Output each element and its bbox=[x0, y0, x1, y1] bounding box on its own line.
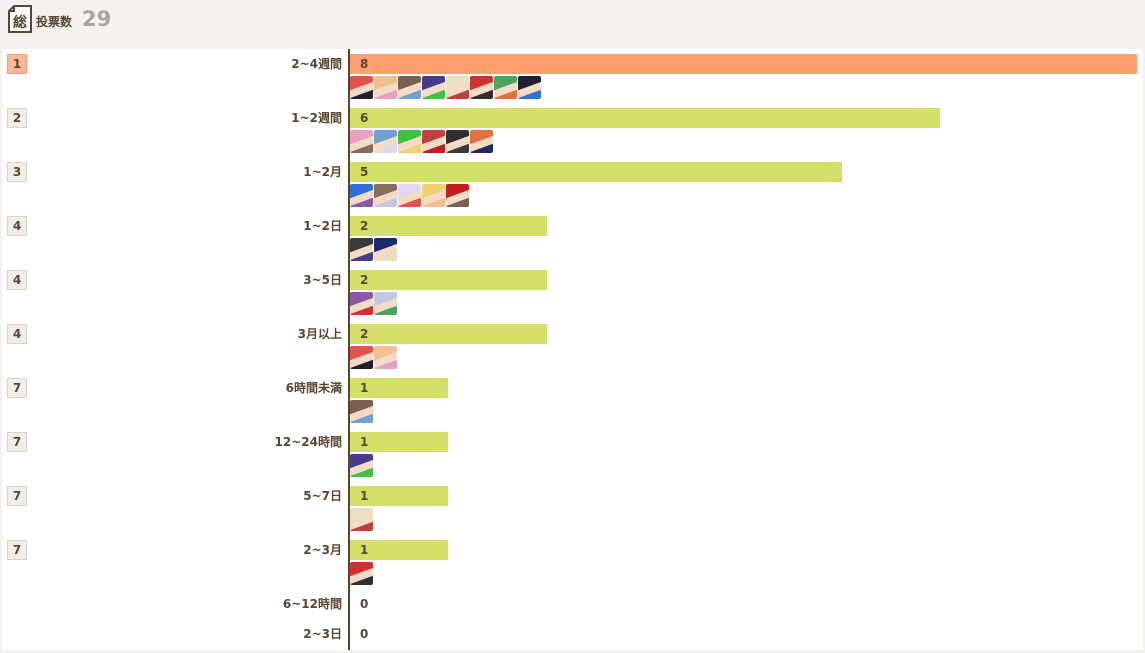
voter-avatar-icon[interactable] bbox=[374, 292, 397, 315]
chart-panel bbox=[2, 49, 1143, 650]
category-label: 6時間未満 bbox=[285, 381, 342, 395]
voter-avatar-icon[interactable] bbox=[350, 346, 373, 369]
voter-avatar-icon[interactable] bbox=[422, 76, 445, 99]
voter-avatar-icon[interactable] bbox=[350, 562, 373, 585]
rank-badge: 7 bbox=[7, 432, 27, 452]
voter-avatar-icon[interactable] bbox=[446, 184, 469, 207]
bar-value-label: 6 bbox=[360, 111, 369, 125]
bar-value-label: 1 bbox=[360, 489, 369, 503]
rank-badge: 7 bbox=[7, 378, 27, 398]
bar-value-label: 1 bbox=[360, 543, 369, 557]
bar-value-label: 0 bbox=[360, 597, 369, 611]
voter-avatar-icon[interactable] bbox=[422, 184, 445, 207]
category-label: 1~2週間 bbox=[291, 111, 342, 125]
bar[interactable] bbox=[350, 270, 547, 290]
bar-value-label: 1 bbox=[360, 435, 369, 449]
bar[interactable] bbox=[350, 540, 448, 560]
bar[interactable] bbox=[350, 324, 547, 344]
total-votes-label: 投票数 bbox=[36, 15, 73, 29]
voter-avatar-icon[interactable] bbox=[470, 130, 493, 153]
voter-avatar-icon[interactable] bbox=[470, 76, 493, 99]
voter-avatar-icon[interactable] bbox=[350, 76, 373, 99]
category-label: 2~3月 bbox=[303, 543, 342, 557]
voter-avatar-icon[interactable] bbox=[350, 400, 373, 423]
rank-badge: 4 bbox=[7, 216, 27, 236]
category-label: 3~5日 bbox=[303, 273, 342, 287]
rank-badge: 3 bbox=[7, 162, 27, 182]
voter-avatar-icon[interactable] bbox=[398, 130, 421, 153]
total-votes-value: 29 bbox=[82, 7, 112, 31]
category-label: 1~2月 bbox=[303, 165, 342, 179]
bar-value-label: 2 bbox=[360, 219, 369, 233]
chart-axis-line bbox=[348, 49, 350, 650]
voter-avatar-icon[interactable] bbox=[350, 508, 373, 531]
bar-value-label: 5 bbox=[360, 165, 369, 179]
category-label: 2~3日 bbox=[303, 627, 342, 641]
category-label: 1~2日 bbox=[303, 219, 342, 233]
rank-badge: 7 bbox=[7, 486, 27, 506]
rank-badge: 7 bbox=[7, 540, 27, 560]
rank-badge: 2 bbox=[7, 108, 27, 128]
voter-avatar-icon[interactable] bbox=[350, 184, 373, 207]
voter-avatar-icon[interactable] bbox=[446, 76, 469, 99]
bar-value-label: 2 bbox=[360, 273, 369, 287]
voter-avatar-icon[interactable] bbox=[374, 238, 397, 261]
bar[interactable] bbox=[350, 54, 1137, 74]
category-label: 6~12時間 bbox=[282, 597, 342, 611]
voter-avatar-icon[interactable] bbox=[398, 184, 421, 207]
bar[interactable] bbox=[350, 162, 842, 182]
voter-avatar-icon[interactable] bbox=[422, 130, 445, 153]
bar[interactable] bbox=[350, 216, 547, 236]
voter-avatar-icon[interactable] bbox=[374, 130, 397, 153]
voter-avatar-icon[interactable] bbox=[398, 76, 421, 99]
voter-avatar-icon[interactable] bbox=[350, 238, 373, 261]
header: 総 投票数 29 bbox=[0, 0, 1145, 46]
voter-avatar-icon[interactable] bbox=[446, 130, 469, 153]
bar[interactable] bbox=[350, 486, 448, 506]
voter-avatar-icon[interactable] bbox=[350, 130, 373, 153]
voter-avatar-icon[interactable] bbox=[518, 76, 541, 99]
bar-value-label: 0 bbox=[360, 627, 369, 641]
total-icon-char: 総 bbox=[13, 14, 27, 31]
bar[interactable] bbox=[350, 378, 448, 398]
voter-avatar-icon[interactable] bbox=[350, 292, 373, 315]
voter-avatar-icon[interactable] bbox=[374, 346, 397, 369]
bar[interactable] bbox=[350, 108, 940, 128]
rank-badge: 4 bbox=[7, 270, 27, 290]
total-votes-icon: 総 bbox=[8, 5, 32, 33]
voter-avatar-icon[interactable] bbox=[494, 76, 517, 99]
bar-value-label: 8 bbox=[360, 57, 369, 71]
category-label: 5~7日 bbox=[303, 489, 342, 503]
bar-value-label: 1 bbox=[360, 381, 369, 395]
bar-value-label: 2 bbox=[360, 327, 369, 341]
category-label: 2~4週間 bbox=[291, 57, 342, 71]
voter-avatar-icon[interactable] bbox=[374, 184, 397, 207]
voter-avatar-icon[interactable] bbox=[374, 76, 397, 99]
bar[interactable] bbox=[350, 432, 448, 452]
rank-badge: 4 bbox=[7, 324, 27, 344]
category-label: 3月以上 bbox=[297, 327, 342, 341]
voter-avatar-icon[interactable] bbox=[350, 454, 373, 477]
rank-badge: 1 bbox=[7, 54, 27, 74]
category-label: 12~24時間 bbox=[274, 435, 342, 449]
